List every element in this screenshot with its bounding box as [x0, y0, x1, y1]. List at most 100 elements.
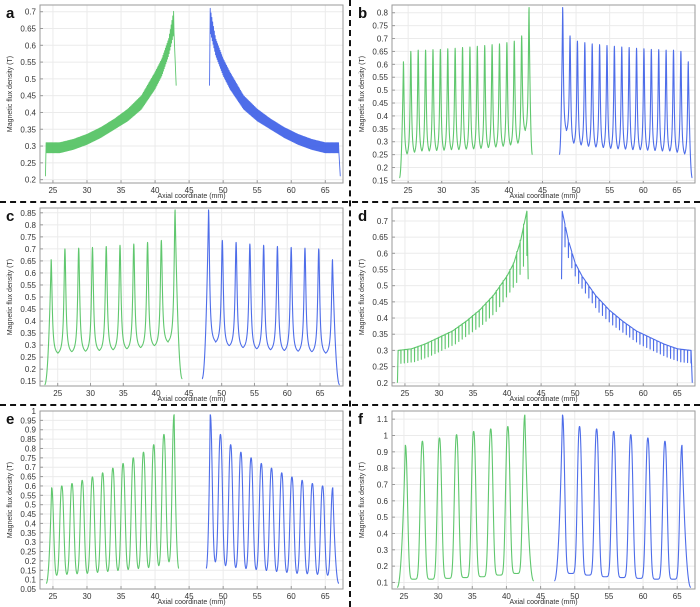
y-axis-label: Magnetic flux density (T)	[7, 462, 14, 538]
chart-e: 25 30 35 40 45 50 55 60 650.050.10.150.20.250.30…	[6, 407, 344, 606]
x-tick-label: 25	[404, 186, 413, 195]
plot-frame	[391, 4, 696, 184]
x-tick-label: 45	[537, 389, 546, 398]
panel-label: d	[358, 208, 367, 225]
chart-d: 25 30 35 40 45 50 55 60 65 0.2 0.25 0.3 0.35 0.4 0.45 0…	[358, 207, 696, 403]
y-tick-label: 0.45	[20, 305, 36, 314]
x-tick-label: 40	[152, 389, 161, 398]
x-tick-label: 60	[639, 389, 648, 398]
plot-frame	[39, 410, 344, 590]
y-tick-label: 0.1	[25, 576, 37, 585]
y-tick-label: 0.7	[377, 480, 389, 489]
series-blue-line	[209, 7, 341, 177]
x-tick-label: 45	[185, 592, 194, 601]
y-tick-label: 0.45	[20, 92, 36, 101]
plot-frame	[391, 410, 696, 590]
divider-vertical	[349, 0, 351, 607]
panel-label: f	[358, 411, 364, 428]
panel-a: 25 30 35 40 45 50 55 60 65 0.2 0.25 0.3 0.35 0.4 0.45 0…	[0, 0, 350, 200]
series-blue-line	[205, 414, 340, 584]
y-axis-label: Magnetic flux density (T)	[359, 259, 366, 335]
x-tick-label: 65	[673, 389, 682, 398]
y-tick-label: 0.8	[377, 464, 389, 473]
y-tick-label: 0.1	[377, 578, 389, 587]
x-tick-label: 40	[151, 186, 160, 195]
y-tick-label: 0.2	[377, 379, 389, 388]
panel-label: c	[6, 208, 14, 225]
panel-label: a	[6, 5, 15, 22]
panel-f: 25 30 35 40 45 50 55 60 65 0.1 0.2 0.3 0.4 0.5 0.6 0.7 0…	[352, 406, 700, 606]
series-blue-line	[553, 414, 692, 588]
y-axis-label: Magnetic flux density (T)	[7, 56, 14, 132]
y-tick-label: 0.7	[377, 35, 389, 44]
x-tick-label: 25	[400, 592, 409, 601]
x-tick-label: 65	[672, 186, 681, 195]
x-tick-label: 55	[250, 389, 259, 398]
y-tick-label: 0.2	[25, 365, 37, 374]
plot-area	[392, 208, 695, 386]
x-tick-label: 25	[400, 389, 409, 398]
plot-frame	[39, 4, 344, 184]
x-tick-label: 30	[437, 186, 446, 195]
y-tick-label: 0.3	[25, 538, 37, 547]
y-tick-label: 0.8	[377, 9, 389, 18]
x-tick-label: 40	[503, 389, 512, 398]
chart-a: 25 30 35 40 45 50 55 60 65 0.2 0.25 0.3 0.35 0.4 0.45 0…	[6, 4, 344, 200]
y-tick-label: 0.5	[25, 501, 37, 510]
y-tick-label: 0.8	[25, 444, 37, 453]
y-tick-label: 0.25	[372, 151, 388, 160]
x-tick-label: 35	[471, 186, 480, 195]
x-tick-label: 25	[53, 389, 62, 398]
y-tick-label: 0.8	[25, 221, 37, 230]
y-axis-label: Magnetic flux density (T)	[359, 462, 366, 538]
x-tick-label: 50	[219, 186, 228, 195]
x-tick-label: 35	[469, 389, 478, 398]
x-axis-label: Axial coordinate (mm)	[509, 193, 577, 200]
y-tick-label: 0.2	[25, 557, 37, 566]
y-axis-label: Magnetic flux density (T)	[359, 56, 366, 132]
y-tick-label: 0.95	[20, 416, 36, 425]
y-tick-label: 0.7	[25, 463, 37, 472]
y-tick-label: 0.6	[377, 497, 389, 506]
x-tick-label: 30	[434, 592, 443, 601]
y-tick-label: 0.25	[20, 548, 36, 557]
y-tick-label: 0.75	[372, 22, 388, 31]
y-tick-label: 0.85	[20, 435, 36, 444]
y-tick-label: 0.65	[372, 233, 388, 242]
x-tick-label: 50	[572, 186, 581, 195]
series-green-line	[398, 7, 533, 179]
x-tick-label: 30	[435, 389, 444, 398]
y-tick-label: 0.4	[25, 317, 37, 326]
x-tick-label: 60	[283, 389, 292, 398]
x-tick-label: 45	[536, 592, 545, 601]
y-tick-label: 0.65	[372, 47, 388, 56]
y-tick-label: 1	[384, 431, 389, 440]
series-green-line	[44, 209, 183, 386]
y-tick-label: 0.4	[377, 529, 389, 538]
series-blue-line	[560, 210, 693, 383]
y-tick-label: 0.7	[25, 8, 37, 17]
y-tick-label: 0.15	[20, 377, 36, 386]
x-tick-label: 45	[184, 389, 193, 398]
y-tick-label: 0.45	[20, 510, 36, 519]
x-axis-label: Axial coordinate (mm)	[509, 599, 577, 606]
y-tick-label: 0.25	[372, 363, 388, 372]
x-tick-label: 50	[571, 389, 580, 398]
x-tick-label: 65	[673, 592, 682, 601]
y-tick-label: 0.55	[20, 58, 36, 67]
series-blue-line	[558, 7, 693, 179]
x-tick-label: 25	[48, 592, 57, 601]
x-tick-label: 60	[639, 592, 648, 601]
x-tick-label: 25	[48, 186, 57, 195]
y-tick-label: 0.2	[377, 164, 389, 173]
series-green-line	[45, 414, 180, 584]
panel-label: b	[358, 5, 367, 22]
x-tick-label: 55	[253, 592, 262, 601]
y-tick-label: 0.3	[25, 341, 37, 350]
y-tick-label: 0.65	[20, 473, 36, 482]
x-tick-label: 50	[570, 592, 579, 601]
chart-f: 25 30 35 40 45 50 55 60 65 0.1 0.2 0.3 0.4 0.5 0.6 0.7 0…	[358, 410, 696, 606]
series-green-line	[396, 210, 529, 383]
y-tick-label: 0.7	[25, 245, 37, 254]
x-tick-label: 35	[468, 592, 477, 601]
